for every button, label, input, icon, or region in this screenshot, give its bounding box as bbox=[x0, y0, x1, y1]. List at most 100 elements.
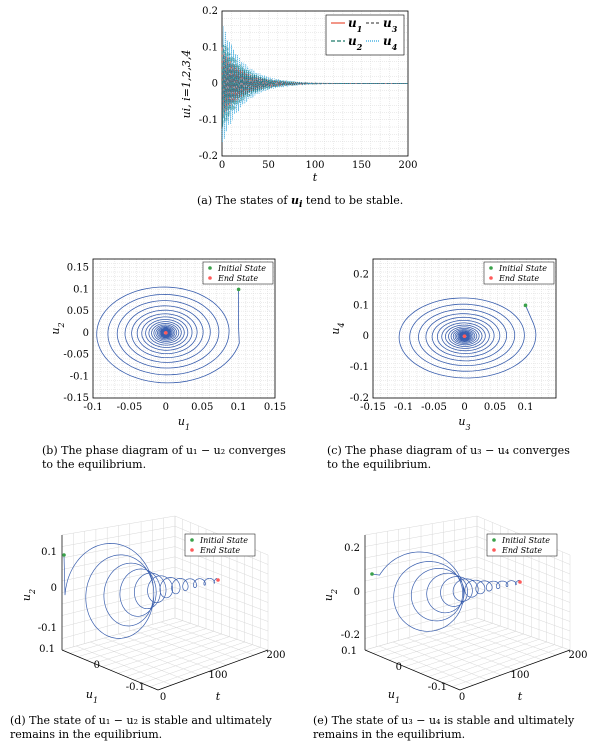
chart-e: 0.2 0 -0.2 0.1 0 -0.1 0 100 200 u2 u1 t Initial Stat… bbox=[302, 500, 605, 710]
y-tick-label: -0.2 bbox=[199, 151, 218, 162]
x-tick-label: -0.05 bbox=[421, 402, 447, 413]
x-tick-label: 100 bbox=[305, 160, 324, 171]
trajectory-line bbox=[398, 297, 537, 379]
y-tick-label: 0.1 bbox=[73, 284, 89, 295]
y-axis-label: u4 bbox=[329, 322, 346, 334]
t-tick-label: 200 bbox=[568, 650, 587, 661]
legend-label-initial: Initial State bbox=[501, 536, 550, 545]
y-tick-label: 0.1 bbox=[202, 42, 218, 53]
grid-line bbox=[160, 621, 255, 656]
y-tick-label: -0.2 bbox=[350, 393, 369, 404]
x-tick-label: 0.05 bbox=[191, 402, 213, 413]
x-tick-label: -0.15 bbox=[360, 402, 386, 413]
legend-box bbox=[486, 533, 558, 557]
grid-line bbox=[90, 641, 186, 681]
initial-state-point bbox=[236, 287, 241, 292]
chart-a-svg: 0 50 100 150 200 -0.2 -0.1 0 0.1 0.2 t ui, i=1,2,3,… bbox=[180, 6, 418, 184]
axis-u1-line bbox=[364, 649, 461, 691]
axis-u1-line bbox=[61, 649, 159, 691]
legend-swatch-initial bbox=[190, 538, 194, 542]
u1-tick-label: 0.1 bbox=[341, 646, 357, 657]
grid-line bbox=[448, 625, 543, 661]
x-tick-label: 0 bbox=[219, 160, 225, 171]
initial-state-point bbox=[370, 572, 374, 576]
grid-line bbox=[174, 587, 269, 622]
end-state-point bbox=[518, 580, 522, 584]
grid-line bbox=[61, 566, 176, 593]
x-tick-label: -0.1 bbox=[83, 402, 102, 413]
legend-swatch-initial bbox=[208, 266, 212, 270]
grid-line bbox=[476, 566, 571, 603]
legend-label: u1 bbox=[348, 16, 362, 34]
grid-line bbox=[476, 617, 571, 651]
u1-tick-label: -0.1 bbox=[126, 682, 145, 693]
chart-c: -0.15 -0.1 -0.05 0 0.05 0.1 -0.2 -0.1 0 0.1 0.2 u3 u… bbox=[302, 250, 605, 480]
u1-tick-label: 0 bbox=[396, 662, 402, 673]
grid-line bbox=[104, 637, 200, 676]
grid-line bbox=[76, 645, 172, 686]
grid-line bbox=[364, 607, 478, 639]
t-tick-label: 0 bbox=[459, 692, 465, 703]
legend-label-initial: Initial State bbox=[199, 536, 248, 545]
x-axis-label: t bbox=[313, 171, 318, 184]
t-axis-label: t bbox=[518, 690, 523, 703]
grid-line bbox=[364, 587, 478, 616]
caption-c: (c) The phase diagram of u₃ − u₄ converg… bbox=[327, 444, 570, 471]
x-tick-label: 0.15 bbox=[264, 402, 286, 413]
y-tick-label: -0.1 bbox=[199, 115, 218, 126]
y-tick-label: 0.2 bbox=[202, 6, 218, 17]
chart-d: 0.1 0 -0.1 0.1 0 -0.1 0 100 200 u2 u1 t Initial Stat… bbox=[0, 500, 302, 710]
x-tick-label: -0.05 bbox=[117, 402, 143, 413]
x-tick-label: 0 bbox=[163, 402, 169, 413]
legend-box bbox=[184, 533, 256, 557]
u2-tick-label: -0.1 bbox=[38, 623, 57, 634]
u1-axis-label: u1 bbox=[86, 688, 98, 705]
grid-line bbox=[476, 587, 571, 622]
grid-line bbox=[476, 597, 571, 632]
plot-frame bbox=[92, 258, 276, 399]
grid-line bbox=[434, 629, 529, 666]
chart-d-svg: 0.1 0 -0.1 0.1 0 -0.1 0 100 200 u2 u1 t Initial Stat… bbox=[20, 515, 286, 705]
x-tick-label: 0.1 bbox=[518, 402, 534, 413]
y-tick-label: 0.05 bbox=[67, 306, 89, 317]
grid-line bbox=[364, 566, 478, 593]
x-axis-label: u1 bbox=[178, 415, 190, 432]
trajectory-line bbox=[96, 286, 240, 384]
u2-tick-label: 0.2 bbox=[344, 543, 360, 554]
t-tick-label: 0 bbox=[160, 692, 166, 703]
grid-line bbox=[378, 645, 474, 686]
u1-tick-label: 0.1 bbox=[39, 644, 55, 655]
u1-tick-label: -0.1 bbox=[428, 682, 447, 693]
t-axis-label: t bbox=[216, 690, 221, 703]
u2-tick-label: -0.2 bbox=[341, 630, 360, 641]
y-tick-label: 0.1 bbox=[353, 300, 369, 311]
y-tick-label: -0.15 bbox=[63, 393, 89, 404]
grid-line bbox=[406, 637, 502, 676]
grid-line bbox=[174, 607, 269, 641]
y-tick-label: -0.1 bbox=[350, 362, 369, 373]
grid-line bbox=[132, 629, 227, 666]
legend-swatch-end bbox=[190, 548, 194, 552]
legend-label-initial: Initial State bbox=[498, 264, 547, 273]
grid-line bbox=[392, 641, 488, 681]
t-tick-label: 200 bbox=[266, 650, 285, 661]
y-tick-label: -0.1 bbox=[70, 371, 89, 382]
legend-label-end: End State bbox=[498, 274, 539, 283]
u2-tick-label: 0 bbox=[354, 587, 360, 598]
x-tick-label: -0.1 bbox=[394, 402, 413, 413]
grid-line bbox=[462, 621, 557, 656]
y-tick-label: 0 bbox=[212, 79, 218, 90]
legend-swatch-end bbox=[208, 276, 212, 280]
legend-swatch-initial bbox=[489, 266, 493, 270]
axis-t-line bbox=[459, 649, 571, 691]
grid-line bbox=[476, 607, 571, 641]
x-tick-label: 50 bbox=[262, 160, 275, 171]
legend-box bbox=[483, 261, 555, 285]
grid-line bbox=[476, 556, 571, 594]
y-tick-label: 0.2 bbox=[353, 269, 369, 280]
grid-line bbox=[174, 566, 269, 603]
u2-axis-label: u2 bbox=[322, 589, 339, 601]
legend-swatch-initial bbox=[492, 538, 496, 542]
x-axis-label: u3 bbox=[458, 415, 470, 432]
caption-d: (d) The state of u₁ − u₂ is stable and u… bbox=[10, 714, 272, 741]
